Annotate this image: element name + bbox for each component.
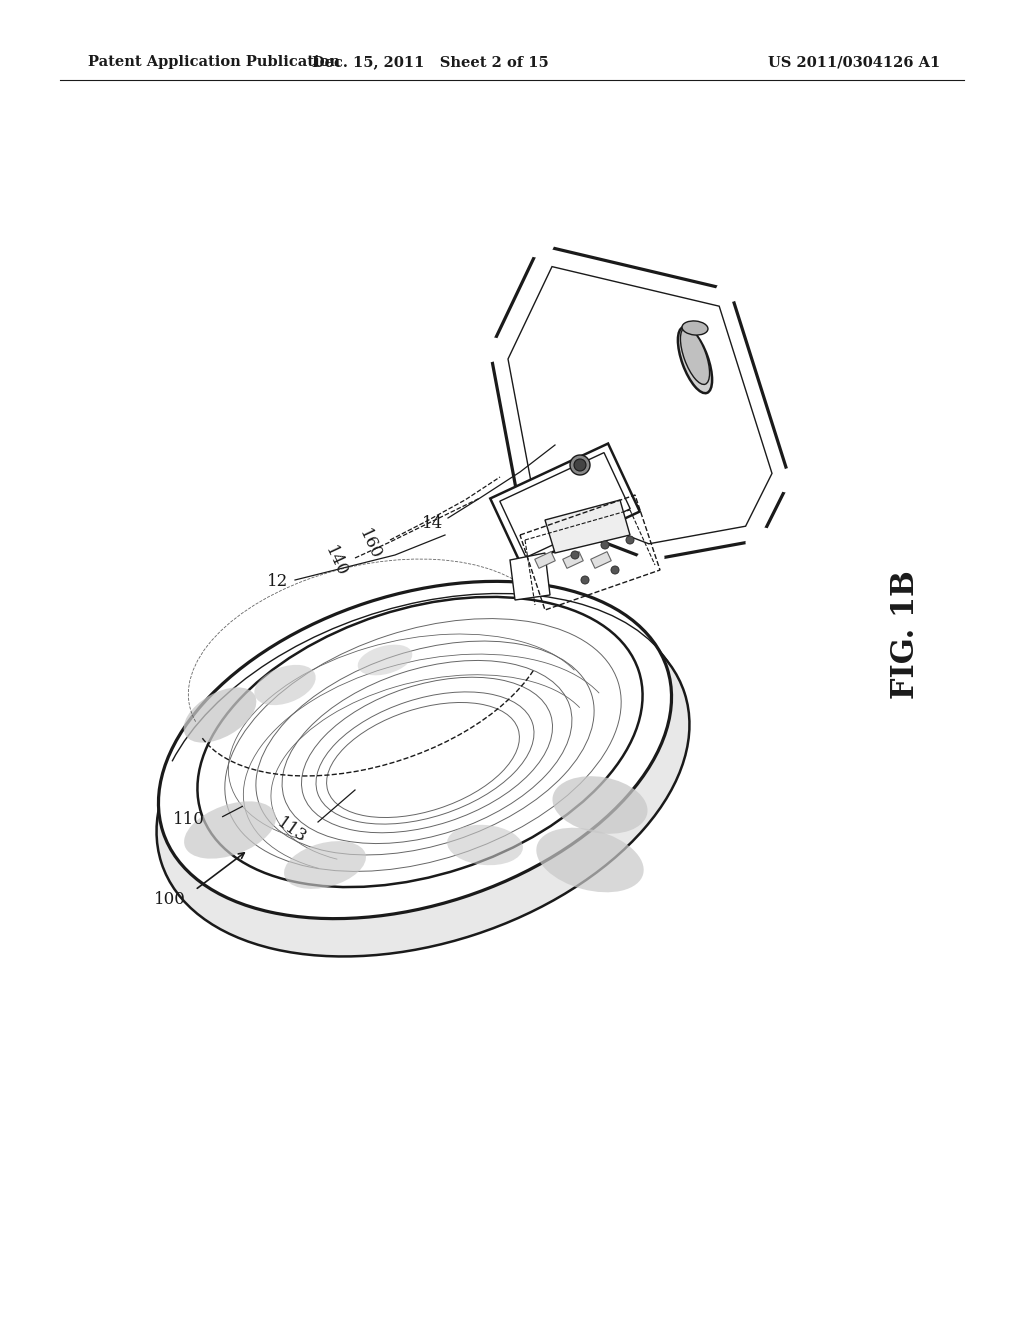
Ellipse shape xyxy=(157,599,689,957)
Ellipse shape xyxy=(678,327,712,393)
Ellipse shape xyxy=(553,776,647,834)
Polygon shape xyxy=(535,552,555,569)
Ellipse shape xyxy=(601,541,609,549)
Text: 12: 12 xyxy=(266,573,288,590)
Polygon shape xyxy=(490,246,790,560)
Polygon shape xyxy=(500,453,630,557)
Ellipse shape xyxy=(506,498,535,523)
Ellipse shape xyxy=(447,825,523,865)
Ellipse shape xyxy=(254,665,315,705)
Ellipse shape xyxy=(183,688,256,743)
Polygon shape xyxy=(510,553,550,601)
Ellipse shape xyxy=(159,581,672,919)
Ellipse shape xyxy=(357,644,413,676)
Text: US 2011/0304126 A1: US 2011/0304126 A1 xyxy=(768,55,940,69)
Text: 100: 100 xyxy=(154,891,186,908)
Text: 14: 14 xyxy=(422,515,443,532)
Text: Dec. 15, 2011   Sheet 2 of 15: Dec. 15, 2011 Sheet 2 of 15 xyxy=(311,55,549,69)
Polygon shape xyxy=(545,500,630,553)
Ellipse shape xyxy=(745,528,774,553)
Ellipse shape xyxy=(636,548,665,573)
Polygon shape xyxy=(591,552,611,569)
Ellipse shape xyxy=(284,841,366,888)
Polygon shape xyxy=(563,552,584,569)
Ellipse shape xyxy=(537,828,644,892)
Ellipse shape xyxy=(716,277,744,302)
Text: 140: 140 xyxy=(322,544,350,579)
Ellipse shape xyxy=(775,467,805,492)
Ellipse shape xyxy=(611,566,618,574)
Ellipse shape xyxy=(680,327,710,384)
Text: FIG. 1B: FIG. 1B xyxy=(890,570,921,700)
Ellipse shape xyxy=(574,459,586,471)
Ellipse shape xyxy=(682,321,708,335)
Ellipse shape xyxy=(184,801,275,859)
Text: 113: 113 xyxy=(274,814,310,846)
Ellipse shape xyxy=(626,536,634,544)
Ellipse shape xyxy=(570,455,590,475)
Ellipse shape xyxy=(571,550,579,558)
Polygon shape xyxy=(490,444,640,566)
Text: 110: 110 xyxy=(173,812,205,829)
Ellipse shape xyxy=(475,338,505,363)
Ellipse shape xyxy=(198,597,643,887)
Polygon shape xyxy=(508,267,772,544)
Text: Patent Application Publication: Patent Application Publication xyxy=(88,55,340,69)
Text: 160: 160 xyxy=(355,527,384,562)
Ellipse shape xyxy=(581,576,589,583)
Ellipse shape xyxy=(525,232,555,257)
